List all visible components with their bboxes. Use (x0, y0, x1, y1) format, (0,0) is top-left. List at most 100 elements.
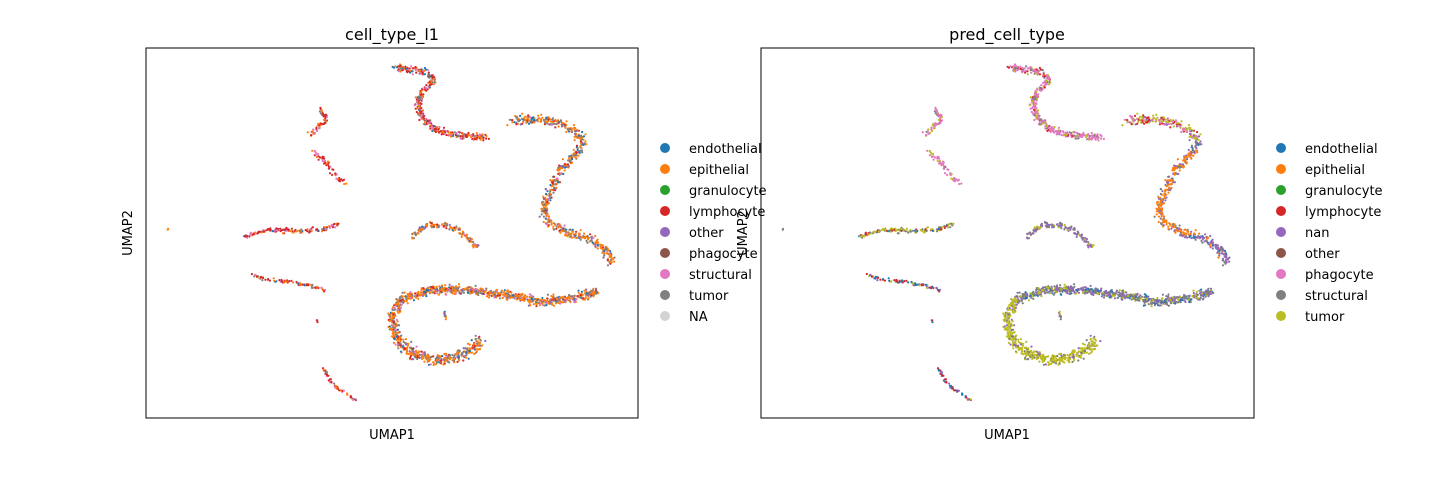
data-point (400, 303, 403, 306)
data-point (414, 66, 417, 69)
data-point (462, 355, 465, 358)
data-point (434, 130, 437, 133)
data-point (476, 291, 479, 295)
data-point (524, 118, 527, 121)
data-point (601, 246, 605, 249)
data-point (1016, 295, 1019, 298)
data-point (556, 177, 559, 180)
data-point (485, 137, 488, 140)
data-point (921, 131, 924, 134)
data-point (244, 235, 247, 238)
data-point (1058, 290, 1062, 293)
data-point (1112, 292, 1116, 295)
data-point (1037, 93, 1040, 96)
data-point (949, 226, 952, 229)
data-point (470, 240, 473, 243)
data-point (930, 129, 934, 132)
data-point (608, 255, 611, 258)
data-point (609, 262, 612, 265)
data-point (894, 229, 897, 233)
data-point (398, 337, 401, 341)
data-point (1060, 293, 1063, 296)
data-point (527, 114, 530, 117)
data-point (477, 135, 480, 138)
data-point (479, 339, 482, 342)
data-point (418, 114, 421, 117)
data-point (573, 132, 577, 135)
data-point (249, 231, 252, 234)
data-point (1164, 190, 1167, 193)
data-point (1164, 118, 1167, 121)
data-point (1209, 243, 1212, 246)
data-point (410, 340, 413, 343)
data-point (1033, 114, 1036, 117)
data-point (442, 224, 445, 228)
data-point (1183, 295, 1186, 298)
data-point (1035, 90, 1038, 93)
data-point (547, 215, 551, 218)
data-point (545, 120, 549, 123)
data-point (530, 295, 533, 298)
data-point (1163, 300, 1166, 303)
data-point (585, 239, 588, 242)
data-point (454, 352, 457, 356)
data-point (1063, 223, 1066, 226)
data-point (1179, 232, 1182, 235)
data-point (609, 252, 613, 255)
data-point (394, 65, 397, 68)
data-point (554, 118, 557, 122)
data-point (328, 172, 332, 175)
data-point (547, 218, 550, 221)
data-point (549, 199, 552, 202)
data-point (430, 222, 433, 225)
data-point (443, 312, 446, 315)
data-point (326, 160, 329, 163)
data-point (442, 126, 446, 129)
data-point (1214, 243, 1217, 246)
data-point (956, 179, 959, 182)
data-point (466, 342, 470, 345)
data-point (1192, 289, 1195, 292)
data-point (396, 328, 400, 331)
data-point (436, 292, 439, 295)
data-point (467, 131, 470, 135)
data-point (254, 231, 257, 234)
data-point (915, 229, 918, 232)
data-point (491, 294, 494, 297)
data-point (543, 299, 546, 302)
data-point (477, 244, 480, 247)
data-point (494, 295, 497, 298)
data-point (1148, 118, 1151, 121)
data-point (520, 117, 524, 120)
legend-label: phagocyte (689, 247, 758, 262)
legend-label: epithelial (689, 163, 749, 178)
data-point (398, 343, 401, 346)
data-point (407, 353, 410, 356)
data-point (405, 348, 409, 351)
data-point (540, 201, 544, 204)
data-point (485, 135, 488, 138)
data-point (1187, 148, 1190, 151)
data-point (1092, 135, 1095, 138)
data-point (544, 192, 548, 196)
data-point (389, 319, 392, 322)
data-point (558, 173, 561, 176)
data-point (394, 343, 397, 346)
data-point (1204, 295, 1207, 298)
data-point (939, 371, 942, 374)
data-point (1025, 293, 1029, 297)
data-point (543, 211, 546, 214)
data-point (474, 290, 477, 293)
data-point (1100, 135, 1103, 138)
data-point (412, 237, 416, 240)
data-point (460, 233, 464, 236)
data-point (576, 295, 579, 298)
data-point (600, 247, 603, 250)
data-point (475, 288, 478, 291)
data-point (397, 301, 400, 304)
data-point (310, 229, 313, 232)
data-point (1035, 102, 1038, 105)
data-point (560, 172, 563, 175)
data-point (949, 222, 953, 225)
